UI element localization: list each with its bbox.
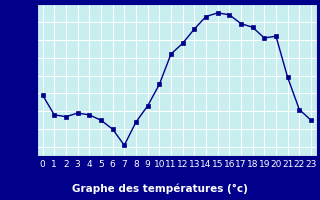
Text: Graphe des températures (°c): Graphe des températures (°c) xyxy=(72,184,248,194)
